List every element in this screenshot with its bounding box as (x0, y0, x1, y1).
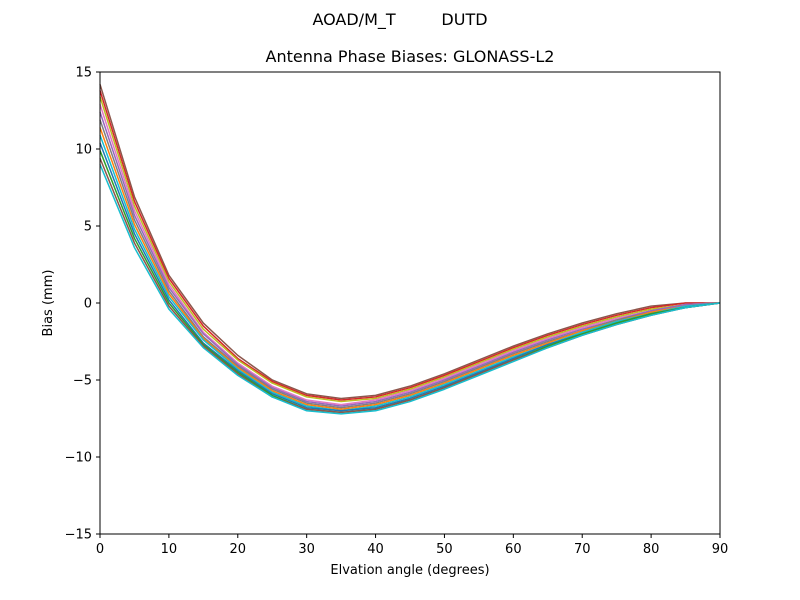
x-tick-label: 30 (298, 542, 315, 557)
x-tick-label: 0 (96, 542, 104, 557)
series-line-5 (99, 111, 721, 407)
y-tick-label: 10 (75, 143, 92, 158)
series-line-4 (99, 104, 721, 406)
y-tick-label: 15 (75, 66, 92, 81)
y-axis-label: Bias (mm) (41, 270, 56, 337)
series-line-3 (99, 96, 721, 403)
x-tick-label: 60 (505, 542, 522, 557)
series-line-11 (99, 157, 721, 414)
x-tick-label: 80 (643, 542, 660, 557)
y-tick-label: −15 (65, 528, 92, 543)
y-axis-ticks: −15 −10 −5 0 5 10 15 (65, 66, 100, 543)
x-axis-ticks: 0 10 20 30 40 50 60 70 80 90 (96, 534, 728, 557)
figure-suptitle: AOAD/M_T DUTD (312, 10, 488, 29)
series-line-10 (99, 150, 721, 414)
series-layer (99, 84, 721, 415)
x-tick-label: 50 (436, 542, 453, 557)
x-axis-label: Elvation angle (degrees) (330, 563, 489, 578)
series-line-1 (99, 84, 720, 400)
series-line-6 (99, 119, 721, 409)
x-tick-label: 90 (712, 542, 729, 557)
series-line-2 (99, 90, 720, 401)
series-line-12 (99, 164, 721, 415)
y-tick-label: 5 (84, 220, 92, 235)
x-tick-label: 10 (161, 542, 178, 557)
series-line-7 (99, 127, 721, 411)
x-tick-label: 20 (230, 542, 247, 557)
series-line-9 (99, 142, 721, 412)
y-tick-label: −5 (73, 374, 92, 389)
x-tick-label: 40 (367, 542, 384, 557)
series-line-8 (99, 134, 721, 412)
x-tick-label: 70 (574, 542, 591, 557)
chart-title: Antenna Phase Biases: GLONASS-L2 (265, 47, 555, 66)
plot-frame (99, 71, 721, 535)
y-tick-label: 0 (84, 297, 92, 312)
y-tick-label: −10 (65, 451, 92, 466)
